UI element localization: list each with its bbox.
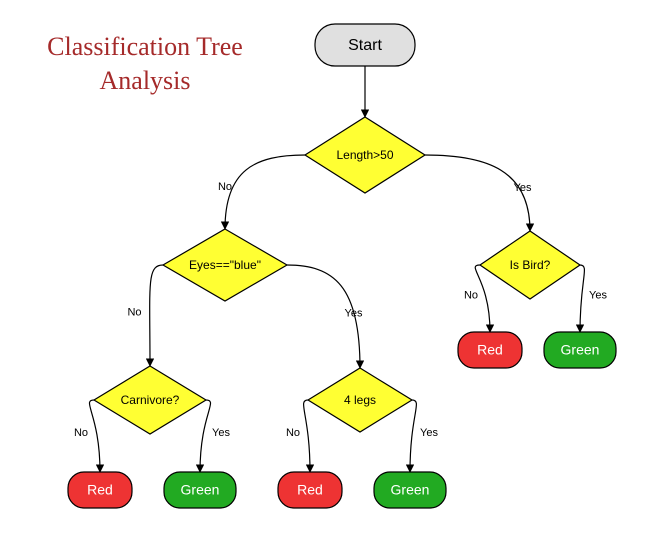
edge-legs-legsRed [304,400,310,472]
node-label-carnRed: Red [87,482,113,498]
edge-label-eyes-carn: No [127,307,141,319]
node-length: Length>50 [305,117,425,193]
node-label-start: Start [348,37,382,54]
edge-bird-birdGreen [580,265,584,332]
node-label-legsRed: Red [297,482,323,498]
node-label-birdRed: Red [477,342,503,358]
node-legs: 4 legs [308,368,412,432]
node-label-carnGreen: Green [181,482,220,498]
node-carn: Carnivore? [94,366,206,434]
node-bird: Is Bird? [480,231,580,299]
edge-label-bird-birdRed: No [464,290,478,302]
node-legsRed: Red [278,472,342,508]
node-label-birdGreen: Green [561,342,600,358]
node-start: Start [315,24,415,66]
edge-label-legs-legsRed: No [286,427,300,439]
nodes-layer: Start Length>50 Eyes=="blue" Is Bird? Carniv… [68,24,616,508]
node-birdGreen: Green [544,332,616,368]
node-label-legs: 4 legs [344,393,376,407]
flowchart-canvas: No Yes No Yes No Yes No Yes No Yes Start Length>50… [0,0,650,535]
edge-label-length-bird: Yes [514,182,532,194]
edge-eyes-carn [150,265,163,366]
edge-label-eyes-legs: Yes [345,308,363,320]
node-carnRed: Red [68,472,132,508]
edge-label-legs-legsGreen: Yes [420,427,438,439]
node-label-legsGreen: Green [391,482,430,498]
edge-label-length-eyes: No [218,181,232,193]
edge-carn-carnRed [89,400,100,472]
edge-legs-legsGreen [410,400,416,472]
edge-label-carn-carnRed: No [74,427,88,439]
node-eyes: Eyes=="blue" [163,229,287,301]
node-carnGreen: Green [164,472,236,508]
edge-label-bird-birdGreen: Yes [589,290,607,302]
node-legsGreen: Green [374,472,446,508]
edge-label-carn-carnGreen: Yes [212,427,230,439]
node-label-carn: Carnivore? [121,393,180,407]
edge-carn-carnGreen [200,400,211,472]
node-birdRed: Red [458,332,522,368]
node-label-length: Length>50 [336,148,393,162]
node-label-eyes: Eyes=="blue" [189,258,261,272]
edge-length-eyes [225,155,305,229]
node-label-bird: Is Bird? [510,258,551,272]
